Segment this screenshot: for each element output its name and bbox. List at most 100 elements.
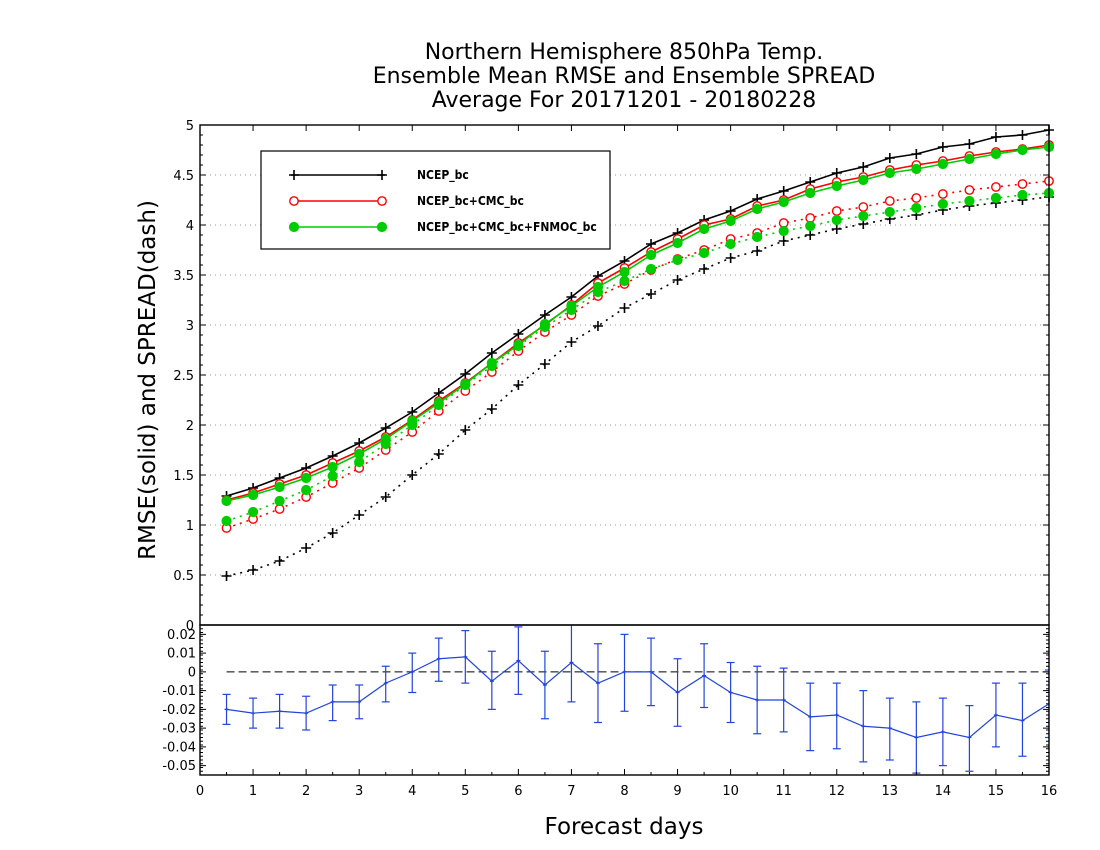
- spread-line-ncep-bc: [226, 196, 1050, 577]
- difference-plot: 0.02 0.01 0 -0.01 -0.02 -0.03 -0.04 -0.05: [162, 624, 1050, 776]
- rmse-point-ncep-bc: [911, 149, 922, 159]
- rmse-point-ncep-bc-cmc-bc-fnmoc-bc: [566, 300, 577, 312]
- x-tick-label-2: 2: [302, 784, 310, 799]
- difference-point: [861, 724, 866, 729]
- spread-point-ncep-bc-cmc-bc: [1017, 179, 1028, 189]
- rmse-point-ncep-bc: [937, 142, 948, 152]
- rmse-point-ncep-bc-cmc-bc-fnmoc-bc: [911, 163, 922, 175]
- rmse-point-ncep-bc-cmc-bc-fnmoc-bc: [752, 203, 763, 215]
- spread-point-ncep-bc-cmc-bc-fnmoc-bc: [964, 195, 975, 207]
- spread-point-ncep-bc-cmc-bc-fnmoc-bc: [911, 202, 922, 214]
- legend-box: [260, 150, 611, 250]
- rmse-point-ncep-bc-cmc-bc-fnmoc-bc: [301, 472, 312, 484]
- spread-point-ncep-bc: [221, 571, 232, 581]
- rmse-point-ncep-bc-cmc-bc-fnmoc-bc: [486, 357, 497, 369]
- error-bars: [222, 625, 1049, 774]
- difference-point: [224, 707, 229, 712]
- x-tick-label-0: 0: [196, 784, 204, 799]
- legend-marker-left-ncep-bc-cmc-bc: [289, 196, 299, 206]
- rmse-point-ncep-bc-cmc-bc-fnmoc-bc: [831, 180, 842, 192]
- spread-point-ncep-bc: [805, 230, 816, 240]
- difference-point: [622, 669, 627, 674]
- spread-point-ncep-bc-cmc-bc-fnmoc-bc: [752, 231, 763, 243]
- difference-point: [887, 726, 892, 731]
- legend-marker-right-ncep-bc: [377, 170, 387, 180]
- rmse-point-ncep-bc: [858, 162, 869, 172]
- y-tick-label-3: 1.5: [173, 469, 194, 484]
- chart-subtitle-1: Ensemble Mean RMSE and Ensemble SPREAD: [373, 64, 876, 89]
- difference-point: [489, 679, 494, 684]
- difference-point: [808, 714, 813, 719]
- chart-title: Northern Hemisphere 850hPa Temp.: [425, 40, 824, 65]
- spread-point-ncep-bc: [301, 543, 312, 553]
- rmse-point-ncep-bc-cmc-bc-fnmoc-bc: [672, 237, 683, 249]
- rmse-point-ncep-bc: [486, 348, 497, 358]
- difference-point: [595, 681, 600, 686]
- bottom-y-tick-label-3: -0.01: [162, 684, 196, 699]
- difference-point: [1020, 718, 1025, 723]
- x-tick-label-11: 11: [775, 784, 792, 799]
- spread-point-ncep-bc-cmc-bc: [937, 189, 948, 199]
- x-tick-label-7: 7: [567, 784, 575, 799]
- spread-point-ncep-bc: [566, 337, 577, 347]
- x-tick-label-13: 13: [882, 784, 899, 799]
- bottom-y-tick-label-6: -0.04: [162, 740, 196, 755]
- x-tick-label-12: 12: [828, 784, 845, 799]
- difference-point: [569, 660, 574, 665]
- difference-point: [781, 698, 786, 702]
- spread-point-ncep-bc: [752, 246, 763, 256]
- spread-point-ncep-bc-cmc-bc-fnmoc-bc: [672, 254, 683, 266]
- x-tick-label-1: 1: [249, 784, 257, 799]
- rmse-point-ncep-bc-cmc-bc-fnmoc-bc: [274, 481, 285, 493]
- spread-point-ncep-bc-cmc-bc: [964, 185, 975, 195]
- rmse-point-ncep-bc-cmc-bc-fnmoc-bc: [937, 158, 948, 170]
- rmse-point-ncep-bc-cmc-bc-fnmoc-bc: [221, 495, 232, 507]
- spread-point-ncep-bc-cmc-bc-fnmoc-bc: [937, 198, 948, 210]
- spread-point-ncep-bc: [831, 224, 842, 234]
- rmse-point-ncep-bc-cmc-bc-fnmoc-bc: [619, 266, 630, 278]
- difference-point: [463, 654, 468, 659]
- spread-point-ncep-bc: [407, 470, 418, 480]
- spread-point-ncep-bc: [646, 289, 657, 299]
- spread-point-ncep-bc: [354, 510, 365, 520]
- spread-point-ncep-bc: [699, 264, 710, 274]
- legend-label-ncep-bc-cmc-bc-fnmoc-bc: NCEP_bc+CMC_bc+FNMOC_bc: [417, 220, 597, 235]
- spread-point-ncep-bc: [619, 303, 630, 313]
- bottom-y-tick-label-5: -0.03: [162, 722, 196, 737]
- legend-marker-right-ncep-bc-cmc-bc-fnmoc-bc: [376, 221, 388, 233]
- difference-point: [755, 698, 760, 702]
- y-tick-label-2: 1: [186, 519, 194, 534]
- difference-point: [1047, 701, 1049, 706]
- spread-point-ncep-bc: [486, 404, 497, 414]
- x-tick-label-16: 16: [1041, 784, 1058, 799]
- spread-point-ncep-bc-cmc-bc-fnmoc-bc: [221, 515, 232, 527]
- difference-point: [993, 713, 998, 717]
- x-tick-label-10: 10: [722, 784, 739, 799]
- spread-point-ncep-bc-cmc-bc: [884, 196, 895, 206]
- rmse-point-ncep-bc: [460, 369, 471, 379]
- rmse-point-ncep-bc-cmc-bc-fnmoc-bc: [805, 187, 816, 199]
- spread-point-ncep-bc: [778, 236, 789, 246]
- bottom-y-tick-label-0: 0.02: [167, 628, 196, 643]
- x-tick-label-15: 15: [988, 784, 1005, 799]
- y-tick-label-1: 0.5: [173, 569, 194, 584]
- rmse-point-ncep-bc-cmc-bc-fnmoc-bc: [1017, 144, 1028, 156]
- rmse-point-ncep-bc: [964, 139, 975, 149]
- rmse-point-ncep-bc-cmc-bc-fnmoc-bc: [460, 378, 471, 390]
- chart-subtitle-2: Average For 20171201 - 20180228: [432, 88, 817, 113]
- rmse-point-ncep-bc: [990, 132, 1001, 142]
- legend-label-ncep-bc: NCEP_bc: [417, 168, 469, 183]
- rmse-spread-plot: 0 0.5 1 1.5 2 2.5 3 3.5 4 4.5 5: [173, 119, 1055, 634]
- y-tick-label-7: 3.5: [173, 269, 194, 284]
- difference-point: [410, 669, 415, 674]
- spread-point-ncep-bc-cmc-bc-fnmoc-bc: [725, 238, 736, 250]
- legend-label-ncep-bc-cmc-bc: NCEP_bc+CMC_bc: [417, 194, 524, 209]
- rmse-point-ncep-bc-cmc-bc-fnmoc-bc: [539, 318, 551, 330]
- difference-point: [304, 711, 309, 716]
- spread-point-ncep-bc: [460, 425, 471, 435]
- bottom-y-tick-label-7: -0.05: [162, 759, 196, 774]
- spread-point-ncep-bc-cmc-bc-fnmoc-bc: [1017, 189, 1028, 201]
- difference-point: [383, 681, 388, 686]
- y-tick-label-8: 4: [186, 219, 194, 234]
